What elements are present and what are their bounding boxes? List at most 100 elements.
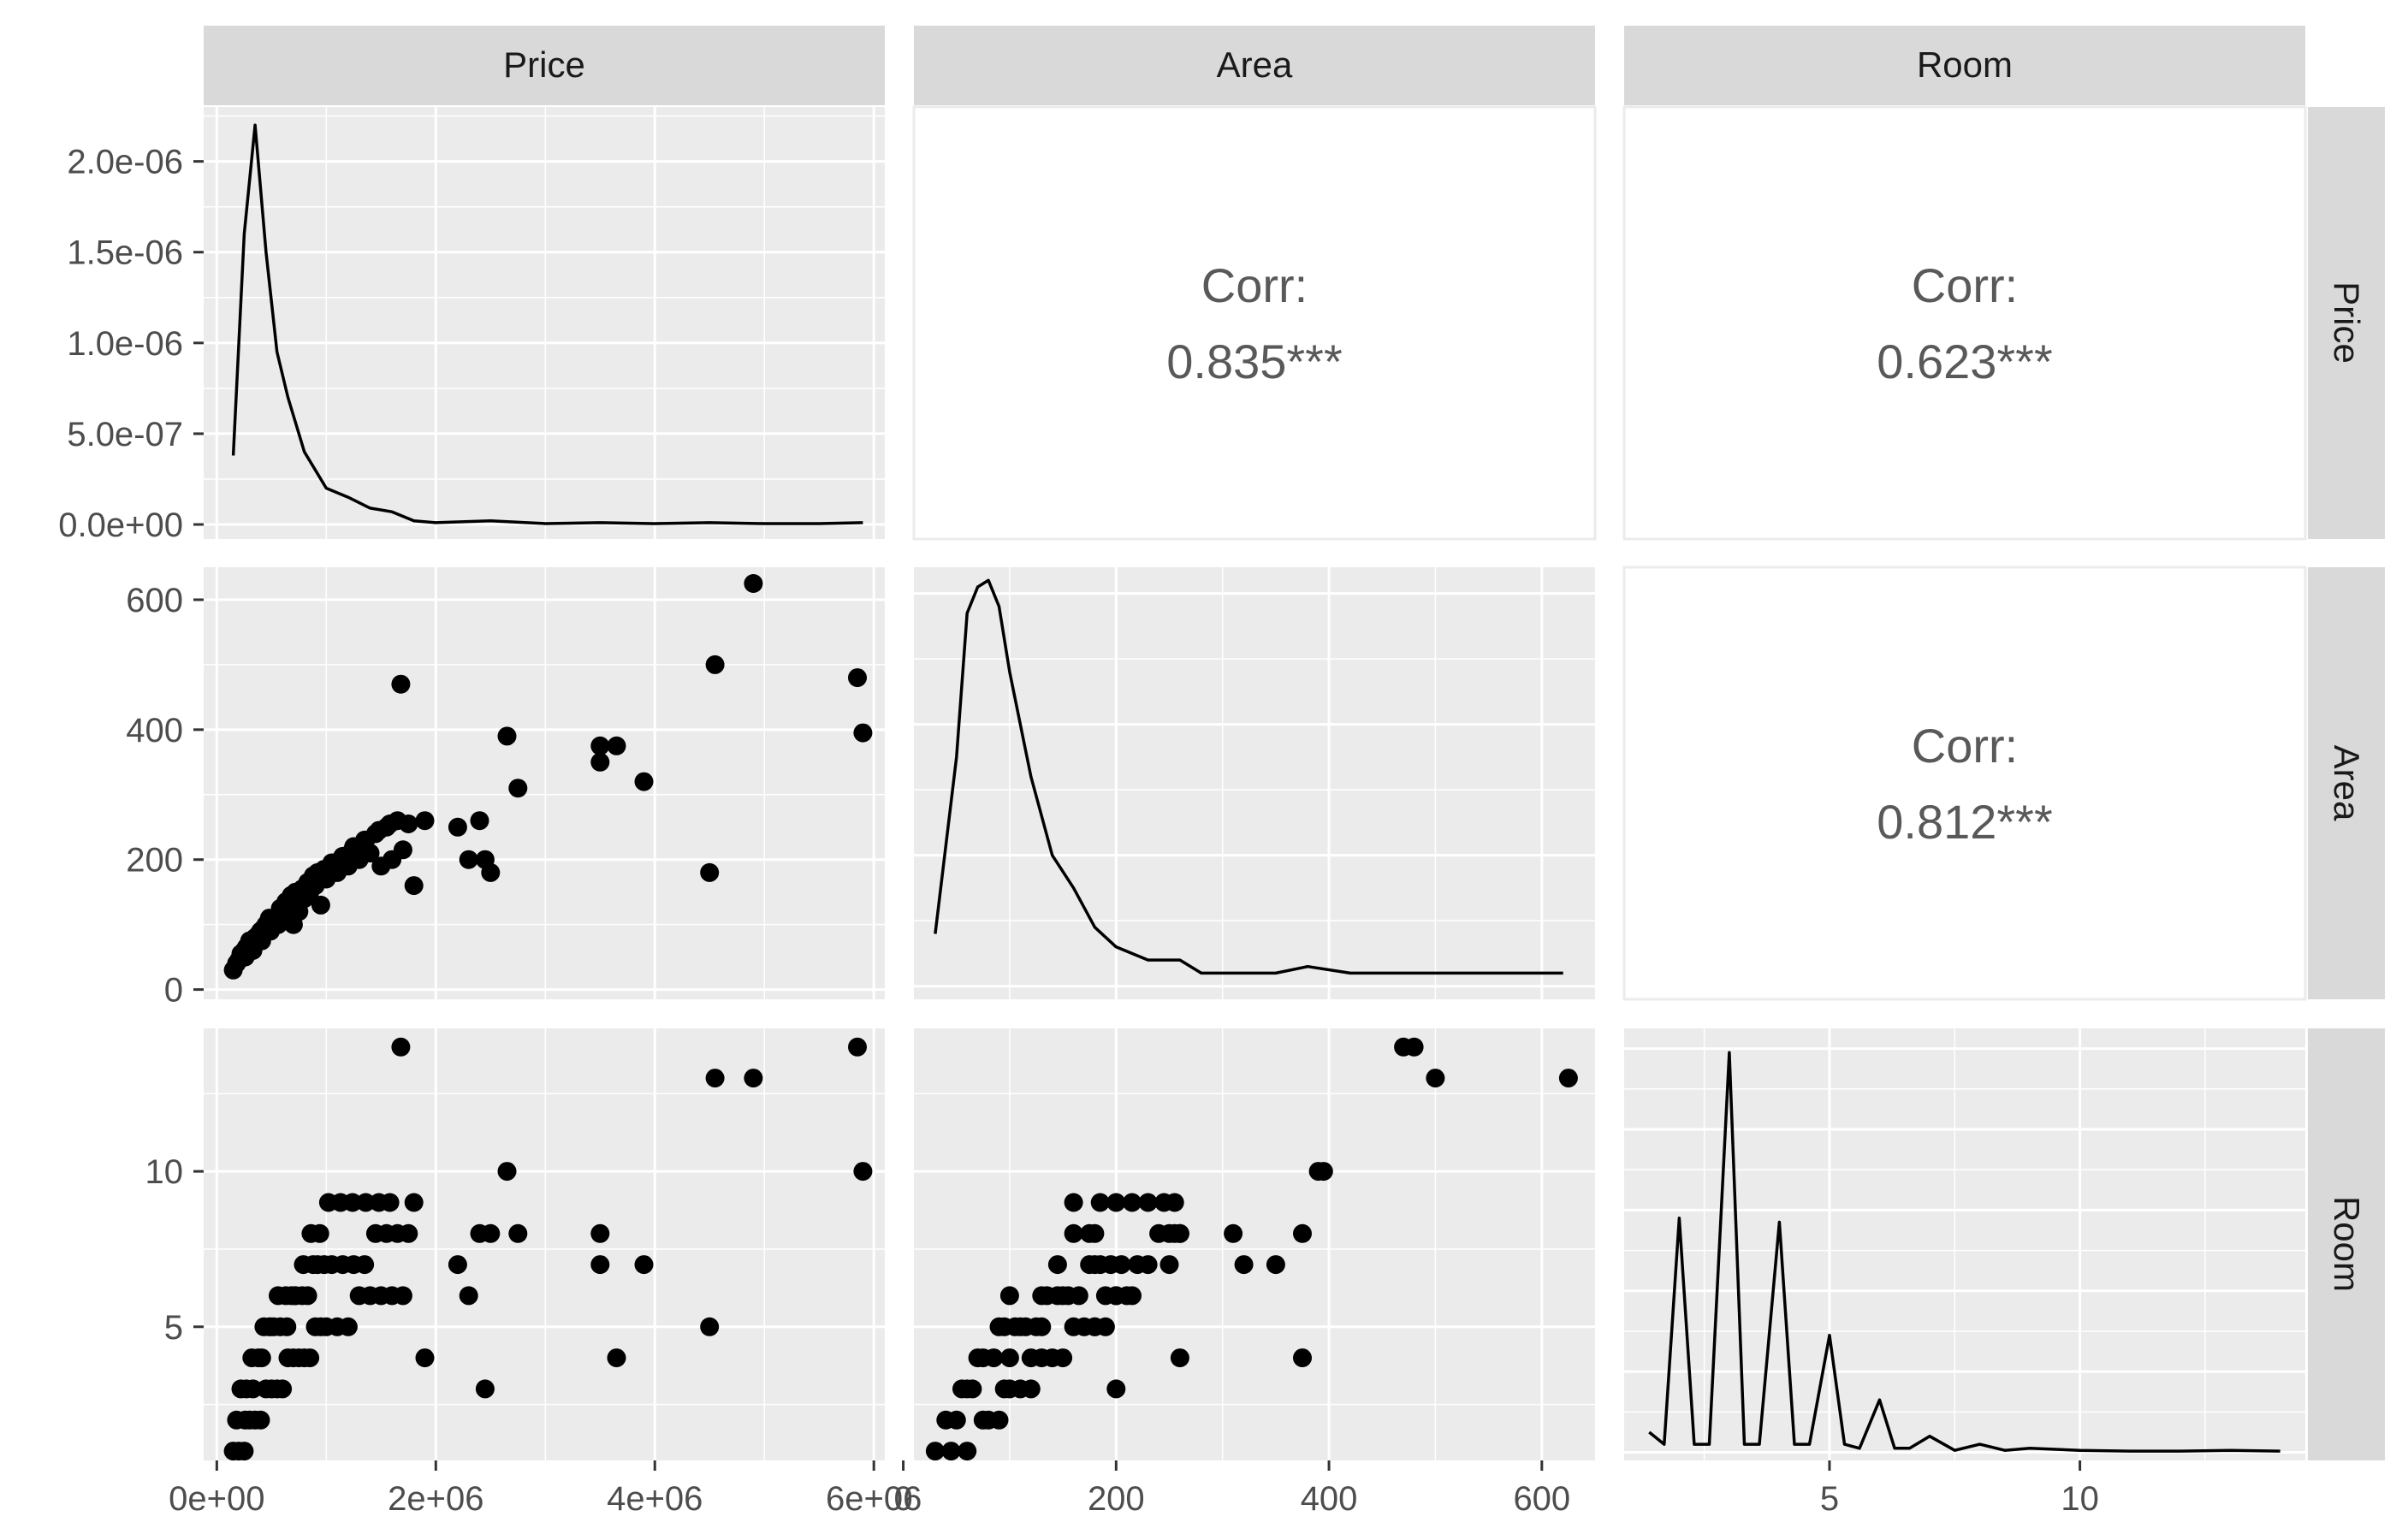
scatter-point: [481, 1223, 501, 1243]
scatter-point: [848, 1037, 867, 1057]
scatter-point: [999, 1348, 1019, 1368]
density-line-area: [934, 578, 1563, 975]
scatter-point: [380, 1193, 400, 1212]
scatter-point: [459, 850, 478, 869]
scatter-point: [355, 1255, 375, 1275]
scatter-point: [285, 1286, 305, 1306]
scatter-point: [590, 736, 610, 755]
strip-right-room-label: Room: [2327, 1196, 2367, 1292]
scatter-point: [607, 1348, 626, 1368]
scatter-point: [1165, 1193, 1184, 1212]
scatter-point: [946, 1410, 966, 1430]
strip-top-area-label: Area: [1217, 44, 1293, 85]
scatter-point: [1293, 1223, 1312, 1243]
scatter-point: [1106, 1286, 1126, 1306]
x-tick-label: 600: [1513, 1480, 1570, 1518]
scatter-point: [343, 1193, 362, 1212]
density-line-price: [231, 123, 863, 525]
scatter-point: [973, 1348, 993, 1368]
scatter-point: [1224, 1223, 1243, 1243]
density-line-room: [1648, 1051, 2280, 1453]
scatter-point: [1314, 1162, 1333, 1182]
scatter-point: [958, 1442, 977, 1461]
scatter-panel-price-room: [204, 1028, 885, 1461]
scatter-point: [497, 1162, 517, 1182]
scatter-point: [294, 1255, 313, 1275]
y-tick-label: 5.0e-07: [67, 416, 183, 453]
scatter-point: [1426, 1069, 1445, 1088]
scatter-point: [1123, 1193, 1142, 1212]
scatter-point: [1558, 1069, 1578, 1088]
scatter-point: [399, 814, 418, 833]
scatter-point: [744, 574, 763, 593]
corr-panel-price-room: Corr: 0.623***: [1622, 105, 2307, 541]
strip-right-price: [2308, 107, 2385, 539]
scatter-point: [481, 862, 501, 882]
scatter-point: [848, 668, 867, 688]
scatter-point: [1090, 1193, 1110, 1212]
scatter-point: [356, 1193, 376, 1212]
panel-grid: [204, 567, 885, 999]
scatter-point: [393, 1286, 412, 1306]
corr-value-price-room: 0.623***: [1877, 335, 2053, 388]
scatter-point: [448, 1255, 467, 1275]
scatter-point: [243, 1379, 263, 1399]
scatter-point: [338, 1317, 358, 1336]
y-tick-label: 5: [164, 1309, 183, 1347]
strip-right-room: [2308, 1028, 2385, 1460]
scatter-point: [607, 736, 626, 755]
scatter-point: [1085, 1317, 1105, 1336]
scatter-point: [853, 723, 873, 743]
density-panel-price: [204, 107, 885, 539]
x-tick-label: 10: [2061, 1480, 2099, 1518]
scatter-point: [404, 876, 424, 896]
y-tick-label: 600: [126, 582, 183, 619]
scatter-panel-area-room: [914, 1028, 1595, 1461]
scatter-point: [1064, 1193, 1083, 1212]
x-tick-label: 400: [1301, 1480, 1358, 1518]
density-panel-room: [1624, 1028, 2305, 1460]
scatter-point: [1138, 1255, 1158, 1275]
scatter-point: [252, 1348, 271, 1368]
scatter-point: [1106, 1193, 1126, 1212]
scatter-point: [1123, 1286, 1142, 1306]
scatter-point: [999, 1286, 1019, 1306]
corr-value-price-area: 0.835***: [1166, 335, 1343, 388]
scatter-point: [1085, 1223, 1105, 1243]
x-tick-label: 200: [1088, 1480, 1145, 1518]
scatter-point: [1293, 1348, 1312, 1368]
top-strips: Price Area Room: [204, 26, 2305, 105]
scatter-point: [1404, 1037, 1424, 1057]
scatter-point: [989, 1410, 1009, 1430]
scatter-point: [1069, 1286, 1088, 1306]
scatter-point: [380, 814, 400, 833]
scatter-point: [448, 817, 467, 837]
scatter-point: [1053, 1348, 1073, 1368]
scatter-point: [415, 1348, 435, 1368]
scatter-point: [277, 1317, 297, 1336]
corr-panel-price-area: Corr: 0.835***: [912, 105, 1597, 541]
scatter-point: [1021, 1379, 1041, 1399]
scatter-point: [343, 840, 362, 860]
scatter-point: [459, 1286, 478, 1306]
y-tick-label: 2.0e-06: [67, 144, 183, 181]
strip-top-area: [914, 26, 1595, 105]
corr-value-area-room: 0.812***: [1877, 795, 2053, 849]
scatter-point: [853, 1162, 873, 1182]
panel-background: [204, 567, 885, 999]
scatter-point: [1021, 1348, 1041, 1368]
strip-top-room: [1624, 26, 2305, 105]
scatter-point: [497, 726, 517, 746]
y-tick-label: 0: [164, 972, 183, 1010]
scatter-point: [404, 1193, 424, 1212]
scatter-point: [634, 772, 654, 791]
x-tick-label: 0: [893, 1480, 912, 1518]
scatter-point: [356, 830, 376, 850]
scatter-point: [391, 674, 411, 694]
x-tick-label: 6e+06: [826, 1480, 922, 1518]
scatter-point: [1047, 1255, 1067, 1275]
scatter-point: [415, 811, 435, 831]
scatter-point: [1032, 1286, 1052, 1306]
strip-right-price-label: Price: [2327, 281, 2367, 364]
